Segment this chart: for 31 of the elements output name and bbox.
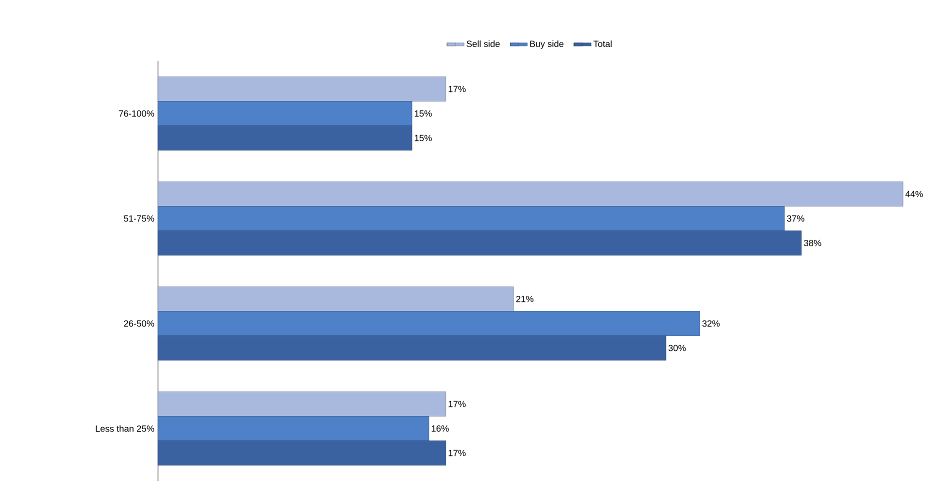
- data-label: 17%: [448, 86, 466, 92]
- legend-label: Buy side: [530, 40, 564, 49]
- y-tick-label: 26-50%: [124, 320, 154, 327]
- y-tick-label: 51-75%: [124, 215, 154, 222]
- y-tick-label: Less than 25%: [96, 425, 154, 432]
- data-label: 32%: [702, 320, 720, 327]
- y-tick-label: 76-100%: [119, 110, 154, 117]
- data-label: 30%: [668, 344, 686, 352]
- legend-label: Sell side: [466, 40, 500, 48]
- bar: [158, 230, 802, 256]
- bar: [158, 101, 412, 126]
- data-label: 15%: [414, 134, 432, 142]
- bar: [158, 440, 446, 466]
- bar: [158, 182, 904, 206]
- data-label: 15%: [414, 110, 432, 117]
- bar: [158, 206, 785, 231]
- bar: [158, 336, 666, 360]
- data-label: 16%: [432, 425, 449, 432]
- data-label: 44%: [905, 190, 923, 198]
- bar: [158, 416, 430, 441]
- data-label: 17%: [448, 400, 466, 408]
- data-label: 38%: [804, 240, 822, 246]
- bar: [158, 286, 514, 312]
- data-label: 21%: [516, 296, 534, 302]
- data-label: 37%: [787, 215, 804, 222]
- data-label: 17%: [448, 450, 466, 456]
- legend-label: Total: [593, 40, 612, 48]
- bar: [158, 311, 700, 336]
- bar: [158, 126, 412, 150]
- bar: [158, 76, 446, 102]
- bar: [158, 392, 446, 416]
